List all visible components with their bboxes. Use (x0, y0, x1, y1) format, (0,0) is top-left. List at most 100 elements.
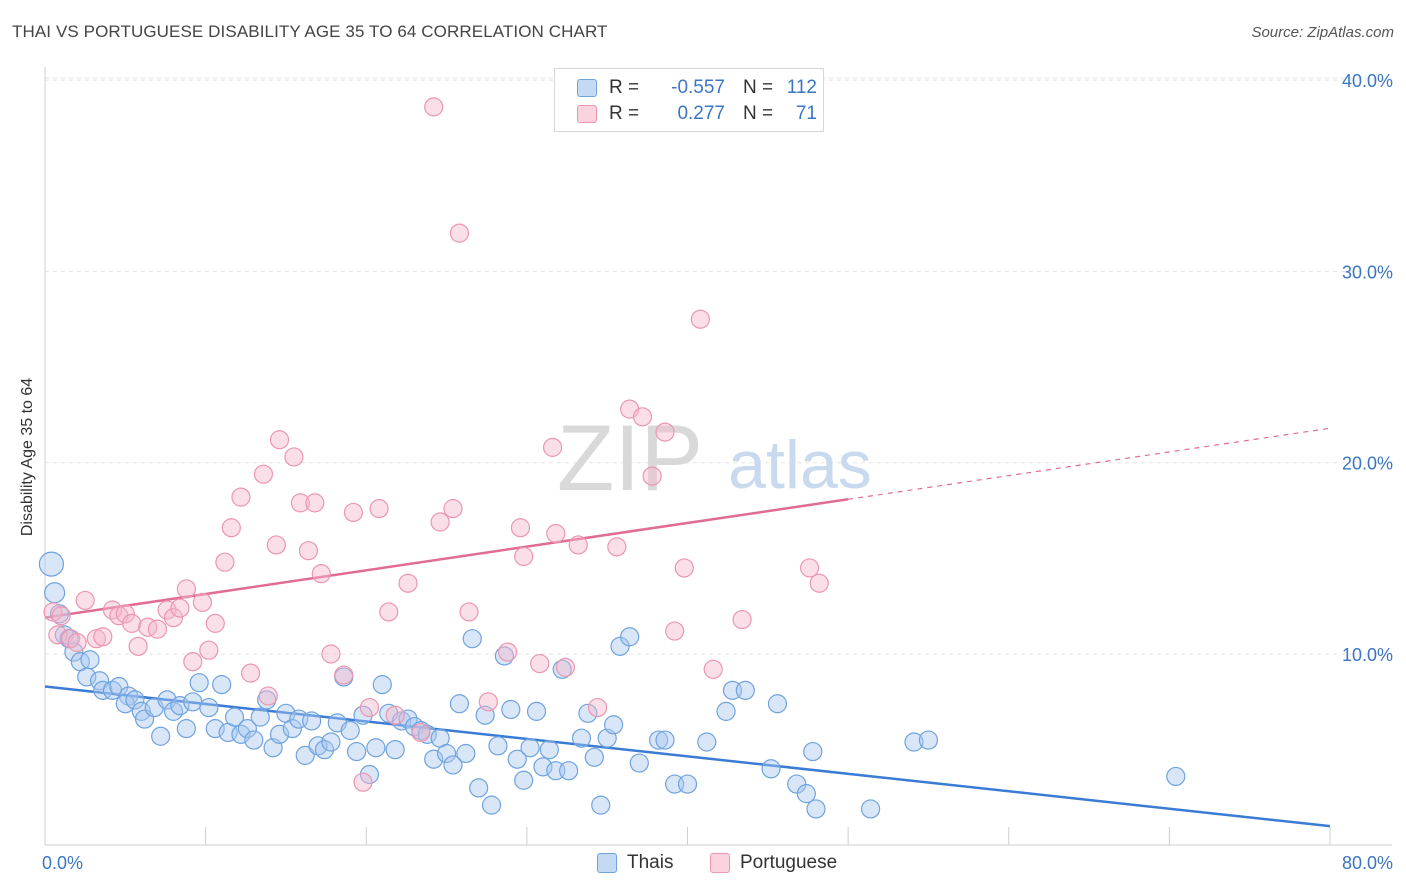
point-thais (443, 755, 463, 775)
point-thais (189, 673, 209, 693)
point-portuguese (51, 606, 71, 626)
point-thais (282, 719, 302, 739)
point-thais (655, 730, 675, 750)
point-thais (449, 694, 470, 714)
y-tick-label: 20.0% (1342, 454, 1393, 474)
point-thais (44, 582, 66, 604)
point-portuguese (266, 535, 286, 555)
point-portuguese (93, 627, 113, 647)
point-portuguese (799, 558, 820, 578)
point-thais (77, 667, 97, 687)
point-thais (578, 703, 598, 723)
point-thais (796, 784, 816, 804)
point-portuguese (321, 644, 341, 664)
point-thais (244, 730, 264, 750)
point-thais (340, 720, 360, 741)
point-thais (250, 707, 270, 727)
point-thais (507, 749, 527, 769)
point-portuguese (542, 437, 563, 457)
trend-line-portuguese (44, 498, 849, 619)
point-thais (620, 627, 640, 647)
y-tick-label: 10.0% (1342, 645, 1393, 665)
point-portuguese (703, 659, 723, 679)
legend-n-label: N = (743, 77, 774, 98)
point-thais (648, 730, 669, 750)
point-portuguese (498, 642, 518, 662)
point-thais (366, 738, 386, 758)
point-portuguese (284, 447, 304, 467)
point-portuguese (147, 619, 168, 639)
point-portuguese (809, 573, 829, 593)
legend-item-thais[interactable]: Thais (597, 852, 673, 874)
point-thais (767, 694, 788, 714)
point-portuguese (424, 97, 444, 117)
point-portuguese (183, 652, 203, 672)
point-portuguese (215, 552, 235, 572)
point-thais (533, 757, 553, 777)
point-thais (571, 728, 592, 748)
point-thais (481, 795, 502, 815)
tick-labels: 10.0% 20.0% 30.0% 40.0% 0.0% 80.0% (42, 71, 1393, 873)
point-thais (347, 741, 367, 762)
point-portuguese (115, 604, 135, 624)
point-thais (237, 719, 257, 739)
point-portuguese (546, 523, 566, 544)
point-thais (552, 659, 572, 679)
legend-item-portuguese[interactable]: Portuguese (710, 852, 837, 874)
point-thais (436, 743, 457, 764)
legend-swatch-thais (577, 79, 597, 97)
point-portuguese (192, 592, 213, 612)
legend-label-portuguese: Portuguese (740, 852, 838, 873)
point-thais (176, 719, 196, 739)
point-thais (584, 747, 604, 767)
point-thais (199, 697, 219, 718)
point-thais (918, 730, 939, 750)
stats-legend: R = -0.557 N = 112 R = 0.277 N = 71 (554, 68, 824, 132)
point-portuguese (642, 466, 662, 486)
point-thais (359, 764, 380, 785)
point-thais (604, 715, 624, 735)
legend-n-value: 112 (786, 77, 817, 98)
grid-lines (45, 77, 1392, 655)
legend-label-thais: Thais (627, 852, 674, 873)
point-thais (170, 696, 190, 716)
trend-line-dashed-portuguese (848, 427, 1331, 500)
point-portuguese (449, 223, 470, 243)
point-thais (151, 726, 171, 746)
point-thais (677, 774, 698, 794)
point-thais (629, 753, 649, 773)
point-portuguese (75, 590, 95, 611)
point-portuguese (478, 692, 498, 712)
point-portuguese (170, 598, 190, 618)
point-portuguese (199, 640, 219, 660)
legend-n-label: N = (743, 103, 774, 124)
point-portuguese (674, 558, 694, 578)
point-thais (735, 680, 755, 700)
point-portuguese (398, 573, 418, 593)
source-label: Source: ZipAtlas.com (1251, 24, 1394, 41)
point-portuguese (176, 579, 196, 599)
point-portuguese (385, 705, 405, 725)
x-tick-label: 0.0% (42, 853, 83, 873)
point-thais (488, 736, 508, 756)
point-portuguese (459, 602, 479, 622)
legend-r-value: 0.277 (677, 103, 725, 124)
point-thais (469, 778, 489, 798)
point-portuguese (587, 697, 608, 718)
point-thais (353, 705, 373, 725)
point-thais (224, 707, 245, 727)
point-portuguese (353, 772, 373, 792)
point-thais (38, 551, 65, 577)
legend-r-label: R = (609, 77, 640, 98)
legend-n-value: 71 (795, 103, 817, 124)
point-thais (183, 692, 203, 712)
point-portuguese (334, 665, 354, 685)
point-portuguese (607, 537, 627, 557)
y-tick-label: 40.0% (1342, 71, 1393, 91)
point-portuguese (369, 499, 389, 519)
data-points (38, 97, 1186, 819)
point-thais (539, 740, 559, 760)
legend-swatch-portuguese (577, 105, 597, 123)
x-tick-label: 80.0% (1342, 853, 1393, 873)
